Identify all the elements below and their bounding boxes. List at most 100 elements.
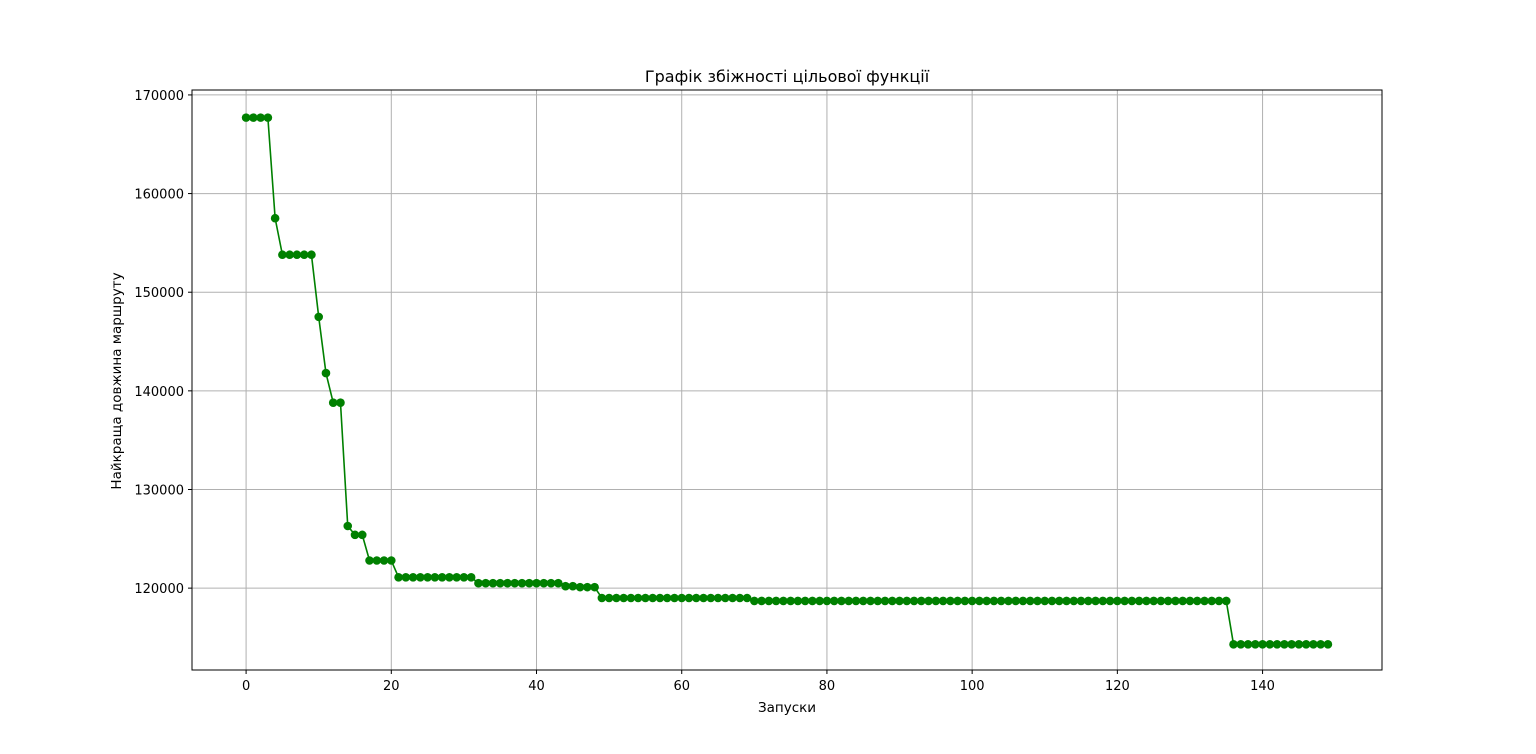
data-point (263, 113, 273, 122)
y-tick-label: 170000 (134, 89, 184, 104)
data-point (336, 398, 345, 407)
data-point (575, 582, 585, 592)
series-markers (241, 113, 1333, 649)
data-point (728, 593, 737, 603)
data-point (553, 578, 563, 588)
data-point (321, 368, 331, 378)
data-point (1236, 640, 1246, 649)
data-point (677, 593, 687, 603)
data-point (800, 596, 810, 606)
data-point (684, 593, 694, 603)
data-point (270, 213, 280, 223)
data-point (612, 593, 621, 603)
data-point (590, 582, 599, 592)
data-point (583, 582, 592, 592)
data-point (931, 596, 941, 606)
data-point (1033, 596, 1042, 606)
data-point (909, 596, 919, 606)
data-point (1316, 640, 1325, 649)
data-point (655, 593, 665, 603)
data-point (1229, 640, 1238, 649)
data-point (975, 596, 984, 606)
data-point (285, 250, 294, 260)
data-point (1120, 596, 1129, 606)
data-point (524, 578, 534, 588)
data-point (691, 593, 701, 603)
data-point (510, 578, 520, 588)
data-point (1018, 596, 1028, 606)
data-point (278, 250, 287, 260)
data-point (481, 578, 490, 588)
data-point (1272, 640, 1282, 649)
x-tick-label: 100 (960, 679, 985, 694)
data-point (1069, 596, 1079, 606)
data-point (851, 596, 861, 606)
data-point (895, 596, 904, 606)
data-point (648, 593, 657, 603)
y-tick-label: 130000 (134, 483, 184, 498)
data-point (1091, 596, 1100, 606)
data-point (1185, 596, 1195, 606)
y-axis-ticks: 120000 130000 140000 150000 160000 170000 (134, 89, 192, 597)
data-point (662, 593, 672, 603)
data-point (1280, 640, 1289, 649)
data-point (532, 578, 541, 588)
data-point (401, 572, 411, 582)
data-point (713, 593, 723, 603)
y-tick-label: 150000 (134, 286, 184, 301)
data-point (1156, 596, 1166, 606)
data-point (946, 596, 955, 606)
data-point (750, 596, 759, 606)
data-point (1105, 596, 1115, 606)
data-point (633, 593, 643, 603)
data-point (1127, 596, 1137, 606)
data-point (982, 596, 991, 606)
data-point (488, 578, 498, 588)
data-point (408, 572, 418, 582)
data-point (742, 593, 752, 603)
data-point (1192, 596, 1202, 606)
data-point (249, 113, 258, 122)
data-point (604, 593, 614, 603)
data-point (423, 572, 432, 582)
data-point (503, 578, 512, 588)
data-point (1040, 596, 1050, 606)
data-point (706, 593, 716, 603)
data-point (314, 312, 324, 322)
data-point (808, 596, 817, 606)
plot-frame (191, 89, 1383, 671)
y-tick-label: 120000 (134, 582, 184, 597)
data-point (1251, 640, 1260, 649)
x-tick-label: 140 (1250, 679, 1275, 694)
data-point (670, 593, 679, 603)
data-point (989, 596, 999, 606)
data-point (416, 572, 425, 582)
data-point (1149, 596, 1158, 606)
data-point (350, 530, 360, 540)
data-point (960, 596, 970, 606)
data-point (1258, 640, 1267, 649)
data-point (641, 593, 650, 603)
data-point (880, 596, 890, 606)
data-point (822, 596, 832, 606)
data-point (343, 521, 353, 531)
data-point (938, 596, 948, 606)
data-point (539, 578, 549, 588)
data-point (1178, 596, 1187, 606)
data-point (699, 593, 708, 603)
data-point (256, 113, 265, 122)
y-tick-label: 160000 (134, 188, 184, 203)
data-point (1098, 596, 1108, 606)
data-point (996, 596, 1006, 606)
data-point (437, 572, 447, 582)
data-point (1214, 596, 1224, 606)
data-point (829, 596, 839, 606)
data-point (1054, 596, 1064, 606)
chart-title: Графік збіжності цільової функції (645, 67, 930, 86)
data-point (292, 250, 302, 260)
data-point (561, 581, 570, 591)
data-point (924, 596, 933, 606)
data-point (1142, 596, 1151, 606)
data-point (1309, 640, 1318, 649)
